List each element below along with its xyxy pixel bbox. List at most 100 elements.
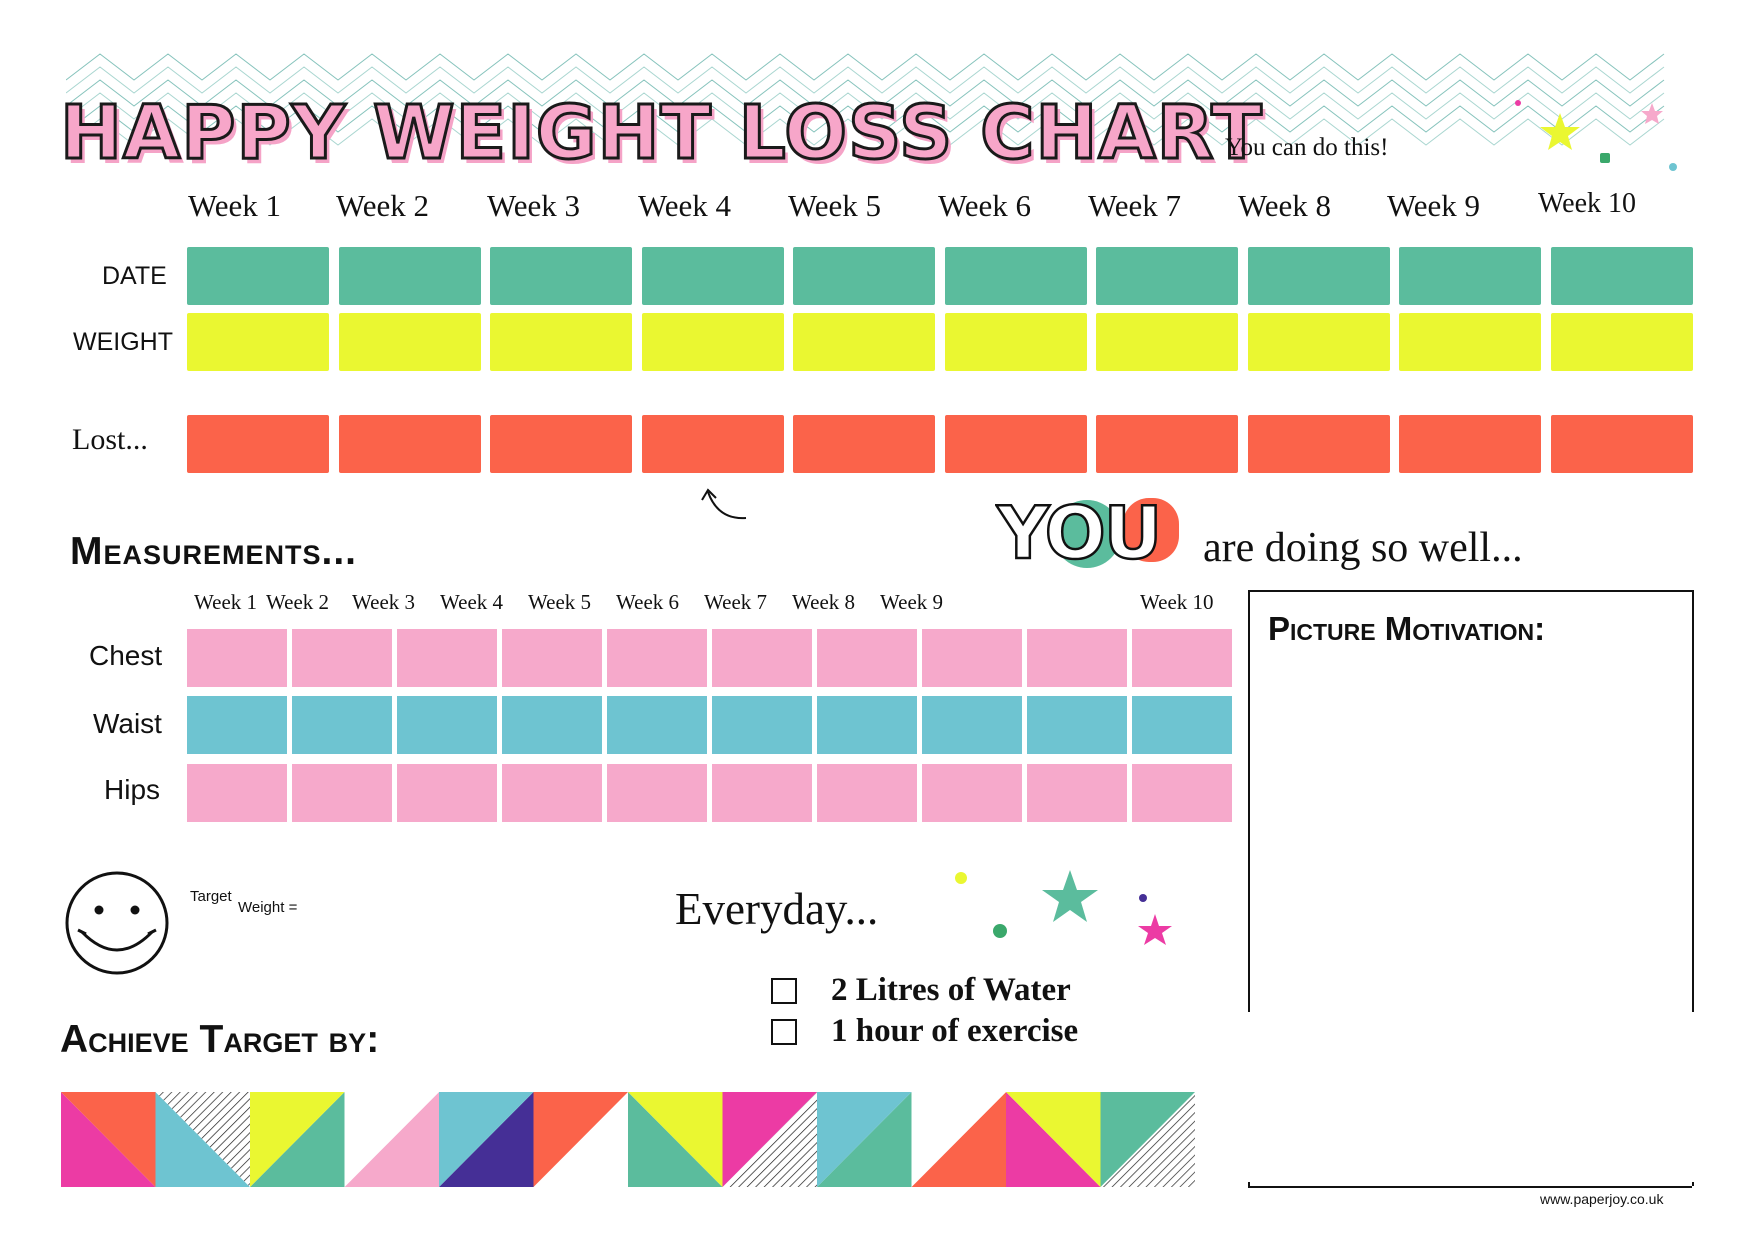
weight-cell-week-6[interactable] [944,313,1087,371]
row-label-date: DATE [102,262,167,290]
date-cell-week-3[interactable] [490,247,632,305]
chest-cell-week-9[interactable] [1027,629,1127,687]
box-gap [1688,1012,1694,1182]
box-border [1248,1186,1692,1188]
star-icon [1540,113,1580,150]
week-header-4: Week 4 [638,188,732,223]
chest-cell-week-8[interactable] [922,629,1022,687]
box-gap [1246,1012,1252,1182]
dot-icon [1669,163,1677,171]
hips-cell-week-9[interactable] [1027,764,1127,822]
tile-triangle [1100,1092,1195,1187]
lost-cell-week-4[interactable] [641,415,784,473]
waist-cell-week-2[interactable] [292,696,392,754]
date-cell-week-10[interactable] [1550,247,1693,305]
waist-cell-week-8[interactable] [922,696,1022,754]
achieve-target-title: Achieve Target by: [60,1018,380,1061]
date-cell-week-6[interactable] [944,247,1087,305]
date-cell-week-2[interactable] [338,247,481,305]
weight-cell-week-9[interactable] [1399,313,1541,371]
weight-cell-week-3[interactable] [490,313,632,371]
date-cell-week-9[interactable] [1399,247,1541,305]
row-label-lost: Lost... [72,423,148,456]
lost-cell-week-2[interactable] [338,415,481,473]
date-cell-week-5[interactable] [793,247,935,305]
lost-cell-week-5[interactable] [793,415,935,473]
hips-cell-week-6[interactable] [712,764,812,822]
hips-cell-week-10[interactable] [1132,764,1232,822]
tile-triangle [155,1092,250,1187]
hips-cell-week-5[interactable] [607,764,707,822]
waist-cell-week-1[interactable] [187,696,287,754]
hips-cell-week-3[interactable] [397,764,497,822]
chest-cell-week-3[interactable] [397,629,497,687]
tile-triangle [628,1092,723,1187]
week-header-8: Week 8 [1238,188,1332,223]
chest-cell-week-10[interactable] [1132,629,1232,687]
picture-motivation-box [1248,590,1694,1186]
weight-cell-week-10[interactable] [1550,313,1693,371]
lost-cell-week-8[interactable] [1247,415,1390,473]
dot-icon [993,924,1007,938]
week-header-10: Week 10 [1538,188,1637,219]
chest-cell-week-4[interactable] [502,629,602,687]
week-header-7: Week 7 [1088,188,1182,223]
box-border [1248,590,1692,592]
page-title: HAPPY WEIGHT LOSS CHART [59,89,1264,178]
dot-icon [1139,894,1147,902]
mweek-header-3: Week 3 [352,590,416,614]
you-text: YOU [996,492,1160,572]
water-checkbox[interactable] [771,978,797,1004]
lost-cell-week-7[interactable] [1096,415,1238,473]
weight-cell-week-2[interactable] [338,313,481,371]
mrow-label-chest: Chest [89,640,163,671]
mweek-header-7: Week 7 [704,590,768,614]
chest-cell-week-7[interactable] [817,629,917,687]
waist-cell-week-3[interactable] [397,696,497,754]
waist-cell-week-9[interactable] [1027,696,1127,754]
date-cell-week-8[interactable] [1247,247,1390,305]
mweek-header-8: Week 8 [792,590,856,614]
lost-cell-week-3[interactable] [490,415,632,473]
row-label-weight: WEIGHT [73,328,173,356]
date-cell-week-1[interactable] [187,247,329,305]
chest-cell-week-1[interactable] [187,629,287,687]
hips-cell-week-8[interactable] [922,764,1022,822]
chest-cell-week-6[interactable] [712,629,812,687]
dot-icon [1515,100,1521,106]
lost-cell-week-10[interactable] [1550,415,1693,473]
hips-cell-week-4[interactable] [502,764,602,822]
hips-cell-week-1[interactable] [187,764,287,822]
waist-cell-week-7[interactable] [817,696,917,754]
chest-cell-week-2[interactable] [292,629,392,687]
waist-cell-week-10[interactable] [1132,696,1232,754]
waist-cell-week-6[interactable] [712,696,812,754]
weight-cell-week-1[interactable] [187,313,329,371]
week-header-6: Week 6 [938,188,1032,223]
zigzag-banner [66,53,1665,146]
mweek-header-4: Week 4 [440,590,504,614]
weight-cell-week-4[interactable] [641,313,784,371]
weight-cell-week-5[interactable] [793,313,935,371]
chest-cell-week-5[interactable] [607,629,707,687]
mweek-header-5: Week 5 [528,590,592,614]
waist-cell-week-5[interactable] [607,696,707,754]
date-cell-week-4[interactable] [641,247,784,305]
exercise-checkbox[interactable] [771,1019,797,1045]
weight-cell-week-8[interactable] [1247,313,1390,371]
date-cell-week-7[interactable] [1096,247,1238,305]
lost-cell-week-9[interactable] [1399,415,1541,473]
waist-cell-week-4[interactable] [502,696,602,754]
target-weight-label: Weight = [238,899,298,916]
hips-cell-week-2[interactable] [292,764,392,822]
lost-cell-week-1[interactable] [187,415,329,473]
lost-cell-week-6[interactable] [944,415,1087,473]
weight-cell-week-7[interactable] [1096,313,1238,371]
mweek-header-6: Week 6 [616,590,680,614]
hips-cell-week-7[interactable] [817,764,917,822]
tile-triangle [911,1092,1006,1187]
mrow-label-hips: Hips [104,774,161,805]
stars-decoration-mid [955,870,1172,945]
measurements-title: Measurements... [70,530,358,573]
week-header-5: Week 5 [788,188,882,223]
